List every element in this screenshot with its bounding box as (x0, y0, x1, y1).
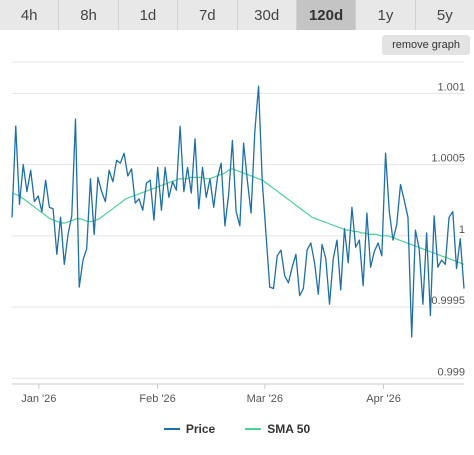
y-axis-ticks: 0.999 0.9995 1 1.0005 1.001 (431, 81, 465, 378)
tab-120d[interactable]: 120d (296, 0, 357, 30)
sma-swatch (245, 428, 262, 430)
x-tick-label: Feb '26 (139, 393, 175, 405)
price-line (11, 85, 465, 338)
x-axis: Jan '26 Feb '26 Mar '26 Apr '26 (12, 383, 464, 405)
y-tick-label: 0.9995 (431, 295, 465, 307)
tab-8h[interactable]: 8h (59, 0, 119, 30)
legend-label-price: Price (185, 422, 216, 436)
tab-4h[interactable]: 4h (0, 0, 60, 30)
x-tick-label: Apr '26 (366, 393, 401, 405)
x-tick-label: Jan '26 (21, 393, 56, 405)
x-tick-label: Mar '26 (247, 393, 283, 405)
remove-graph-button[interactable]: remove graph (382, 35, 470, 55)
tab-5y[interactable]: 5y (415, 0, 474, 30)
price-swatch (163, 428, 180, 430)
tab-1y[interactable]: 1y (356, 0, 416, 30)
y-tick-label: 0.999 (437, 366, 465, 378)
legend-item-price[interactable]: Price (163, 420, 216, 438)
tab-1d[interactable]: 1d (118, 0, 179, 30)
sma-50-line (11, 168, 465, 265)
y-tick-label: 1 (459, 224, 465, 236)
series-lines (11, 85, 465, 338)
legend: Price SMA 50 (0, 420, 474, 438)
legend-item-sma[interactable]: SMA 50 (245, 420, 310, 438)
time-range-tabs: 4h 8h 1d 7d 30d 120d 1y 5y (0, 0, 474, 30)
tab-30d[interactable]: 30d (237, 0, 297, 30)
tab-7d[interactable]: 7d (178, 0, 238, 30)
y-tick-label: 1.001 (437, 81, 465, 93)
y-tick-label: 1.0005 (431, 153, 465, 165)
legend-label-sma: SMA 50 (267, 422, 311, 436)
